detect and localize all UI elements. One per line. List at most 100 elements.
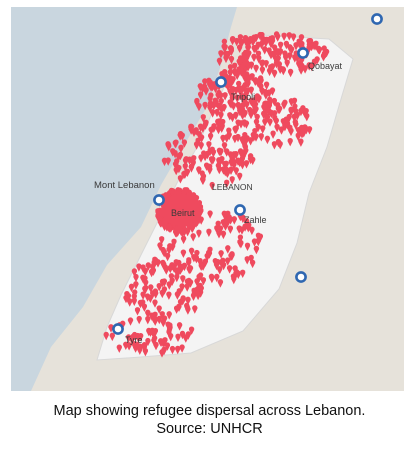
refugee-marker[interactable] [277, 65, 283, 74]
refugee-marker[interactable] [182, 187, 188, 196]
refugee-marker[interactable] [200, 277, 207, 286]
refugee-marker[interactable] [269, 87, 276, 96]
refugee-marker[interactable] [288, 46, 295, 55]
refugee-marker[interactable] [182, 163, 188, 172]
refugee-marker[interactable] [221, 43, 227, 52]
refugee-marker[interactable] [179, 132, 185, 141]
refugee-marker[interactable] [298, 34, 305, 43]
refugee-marker[interactable] [283, 40, 290, 50]
refugee-marker[interactable] [238, 39, 244, 49]
refugee-marker[interactable] [311, 58, 318, 67]
refugee-marker[interactable] [261, 110, 267, 119]
ring-zahle[interactable] [234, 204, 246, 216]
refugee-marker[interactable] [145, 337, 151, 347]
refugee-marker[interactable] [124, 290, 130, 300]
refugee-marker[interactable] [207, 104, 213, 113]
refugee-marker[interactable] [186, 259, 192, 268]
refugee-marker[interactable] [267, 118, 273, 127]
refugee-marker[interactable] [166, 311, 172, 320]
refugee-marker[interactable] [275, 49, 281, 59]
refugee-marker[interactable] [180, 275, 186, 284]
refugee-marker[interactable] [239, 150, 245, 160]
refugee-marker[interactable] [164, 252, 171, 262]
refugee-marker[interactable] [235, 119, 241, 128]
refugee-marker[interactable] [177, 151, 184, 161]
refugee-marker[interactable] [178, 144, 184, 154]
refugee-marker[interactable] [181, 170, 187, 180]
refugee-marker[interactable] [298, 66, 304, 75]
refugee-marker[interactable] [298, 138, 304, 147]
refugee-marker[interactable] [145, 315, 151, 325]
refugee-marker[interactable] [252, 101, 259, 110]
refugee-marker[interactable] [229, 113, 236, 123]
refugee-marker[interactable] [254, 113, 260, 123]
refugee-marker[interactable] [169, 345, 176, 355]
refugee-marker[interactable] [198, 262, 204, 271]
refugee-marker[interactable] [259, 66, 266, 75]
refugee-marker[interactable] [221, 103, 227, 113]
refugee-marker[interactable] [227, 64, 234, 73]
refugee-marker[interactable] [230, 76, 236, 85]
refugee-marker[interactable] [233, 111, 239, 121]
refugee-marker[interactable] [253, 44, 259, 54]
refugee-marker[interactable] [227, 80, 234, 90]
refugee-marker[interactable] [263, 81, 270, 90]
refugee-marker[interactable] [202, 152, 208, 162]
refugee-marker[interactable] [249, 226, 255, 236]
refugee-marker[interactable] [206, 249, 212, 259]
refugee-marker[interactable] [247, 137, 254, 146]
refugee-marker[interactable] [314, 56, 320, 65]
refugee-marker[interactable] [173, 305, 180, 314]
refugee-marker[interactable] [173, 259, 179, 268]
refugee-marker[interactable] [256, 54, 262, 64]
refugee-marker[interactable] [187, 265, 194, 274]
refugee-marker[interactable] [270, 130, 276, 139]
refugee-marker[interactable] [188, 247, 195, 257]
refugee-marker[interactable] [141, 343, 148, 353]
refugee-marker[interactable] [252, 127, 258, 137]
refugee-marker[interactable] [251, 53, 257, 63]
refugee-marker[interactable] [184, 227, 191, 237]
refugee-marker[interactable] [156, 315, 162, 325]
refugee-marker[interactable] [240, 269, 246, 278]
refugee-marker[interactable] [166, 246, 172, 255]
refugee-marker[interactable] [134, 341, 140, 350]
refugee-marker[interactable] [217, 266, 223, 275]
refugee-marker[interactable] [295, 132, 301, 141]
ring-mont-lebanon[interactable] [153, 194, 165, 206]
refugee-marker[interactable] [240, 70, 247, 79]
refugee-marker[interactable] [275, 102, 281, 111]
refugee-marker[interactable] [214, 108, 220, 118]
refugee-marker[interactable] [237, 34, 244, 43]
refugee-marker[interactable] [232, 125, 238, 135]
refugee-marker[interactable] [177, 175, 184, 184]
refugee-marker[interactable] [217, 279, 224, 288]
refugee-marker[interactable] [286, 113, 292, 123]
refugee-marker[interactable] [202, 258, 209, 267]
refugee-marker[interactable] [247, 153, 254, 162]
refugee-marker[interactable] [216, 57, 223, 67]
refugee-marker[interactable] [185, 306, 191, 315]
refugee-marker[interactable] [175, 345, 181, 355]
refugee-marker[interactable] [229, 251, 235, 260]
refugee-marker[interactable] [227, 69, 233, 78]
refugee-marker[interactable] [215, 91, 221, 101]
refugee-marker[interactable] [116, 344, 122, 353]
refugee-marker[interactable] [278, 126, 285, 135]
refugee-marker[interactable] [228, 158, 234, 168]
ring-north-border[interactable] [371, 13, 383, 25]
refugee-marker[interactable] [161, 286, 168, 295]
refugee-marker[interactable] [225, 257, 231, 266]
refugee-marker[interactable] [275, 138, 282, 148]
refugee-marker[interactable] [225, 50, 231, 60]
refugee-marker[interactable] [209, 109, 216, 118]
refugee-marker[interactable] [158, 338, 164, 347]
refugee-marker[interactable] [161, 248, 167, 258]
refugee-marker[interactable] [202, 101, 208, 111]
refugee-marker[interactable] [203, 87, 209, 96]
refugee-marker[interactable] [164, 342, 171, 351]
refugee-marker[interactable] [234, 37, 240, 47]
refugee-marker[interactable] [222, 68, 228, 78]
refugee-marker[interactable] [188, 164, 195, 173]
map[interactable]: Qobayat Tripoli Mont Lebanon LEBANON Bei… [11, 7, 404, 391]
